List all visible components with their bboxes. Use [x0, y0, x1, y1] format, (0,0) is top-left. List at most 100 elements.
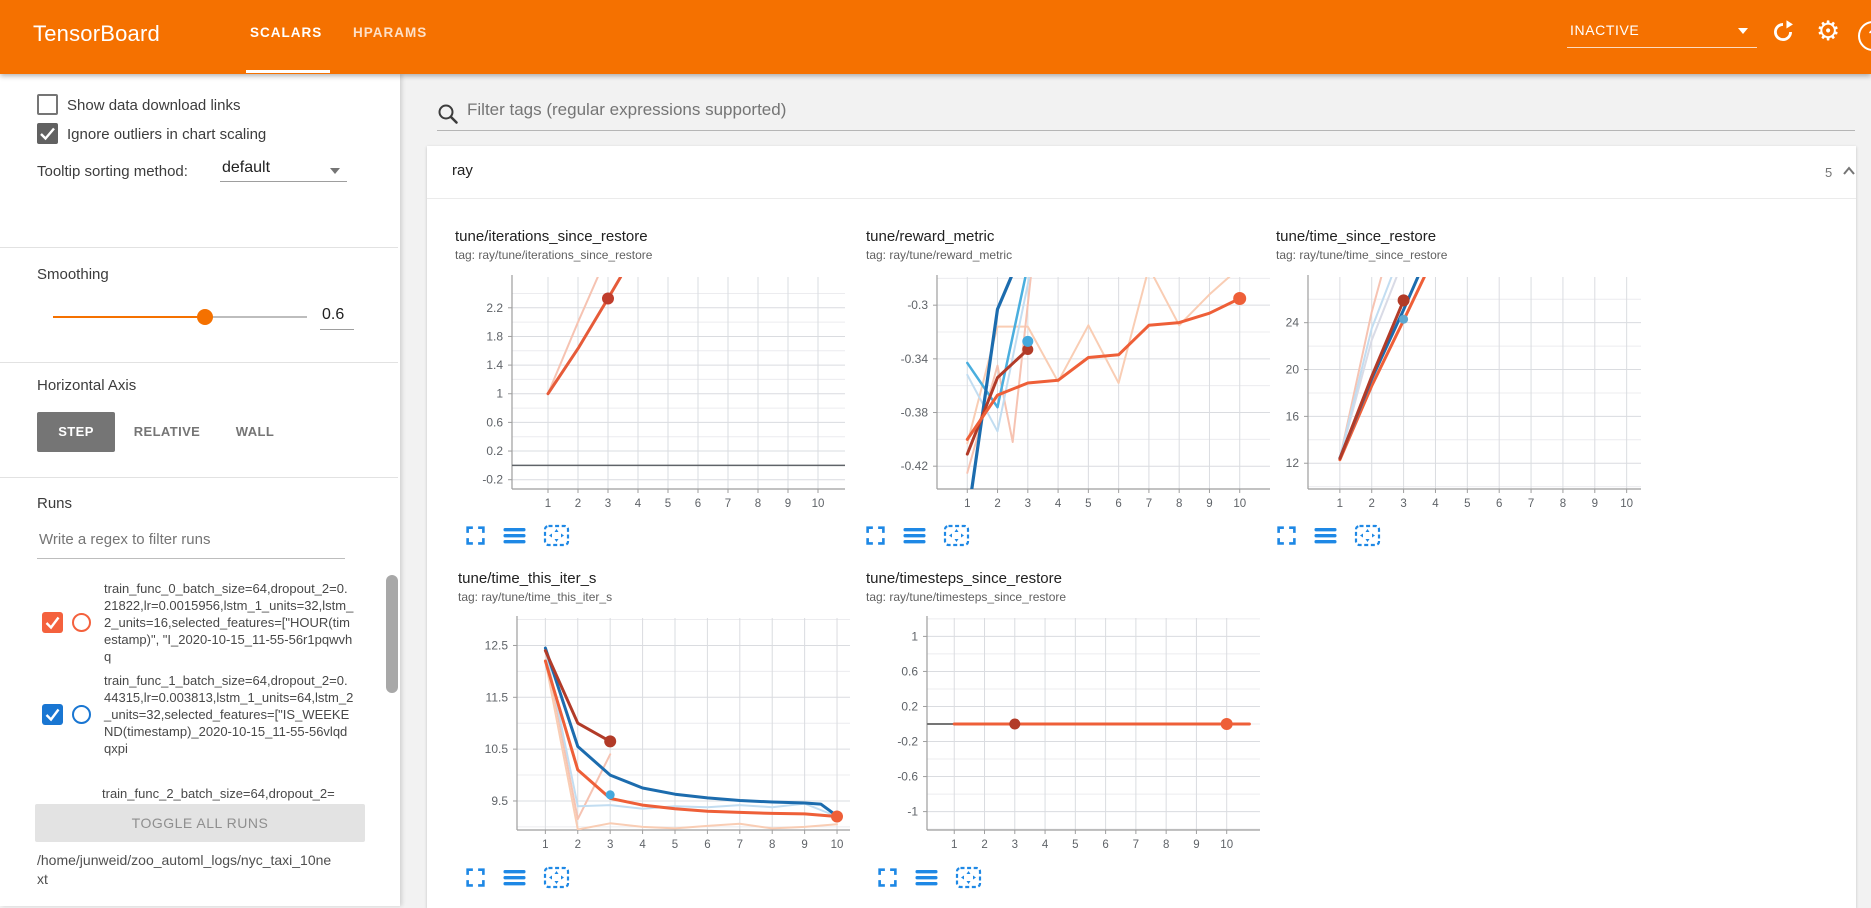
- run-selector-icon[interactable]: [902, 525, 927, 546]
- active-tab-indicator: [246, 70, 330, 73]
- run-selector-icon[interactable]: [914, 867, 939, 888]
- axis-step-button[interactable]: STEP: [37, 412, 115, 452]
- toggle-all-runs-button[interactable]: TOGGLE ALL RUNS: [35, 804, 365, 842]
- sidebar: Show data download links Ignore outliers…: [0, 74, 400, 906]
- fit-domain-icon[interactable]: [543, 524, 570, 547]
- ignore-outliers-checkbox[interactable]: [37, 123, 58, 144]
- svg-text:1: 1: [496, 387, 503, 401]
- chart-plot[interactable]: 2.2 1.8 1.4 1 0.6 0.2 -0.2 1 2 3 4 5 6 7 8 9 10: [460, 274, 852, 519]
- run-selector-icon[interactable]: [1313, 525, 1338, 546]
- smoothing-value-underline: [320, 329, 354, 330]
- fullscreen-icon[interactable]: [865, 525, 886, 546]
- smoothing-value[interactable]: 0.6: [322, 306, 345, 323]
- chevron-up-icon[interactable]: [1839, 161, 1859, 181]
- svg-text:9: 9: [785, 498, 791, 510]
- line-chart[interactable]: 2.2 1.8 1.4 1 0.6 0.2 -0.2 1 2 3 4 5 6 7 8 9 10: [460, 274, 852, 514]
- svg-text:12: 12: [1286, 456, 1300, 470]
- tag-group-title[interactable]: ray: [452, 162, 473, 179]
- svg-text:0.6: 0.6: [901, 664, 918, 678]
- svg-text:5: 5: [1085, 498, 1091, 510]
- fit-domain-icon[interactable]: [1354, 524, 1381, 547]
- chart-tag: tag: ray/tune/reward_metric: [866, 248, 1013, 262]
- smoothing-slider-thumb[interactable]: [197, 309, 213, 325]
- fullscreen-icon[interactable]: [465, 525, 486, 546]
- fullscreen-icon[interactable]: [1276, 525, 1297, 546]
- line-chart[interactable]: 12.5 11.5 10.5 9.5 1 2 3 4 5 6 7 8 9 10: [465, 615, 857, 855]
- tooltip-sorting-label: Tooltip sorting method:: [37, 163, 188, 180]
- main-area: ray 5 tune/iterations_since_restore tag: …: [400, 74, 1871, 908]
- sidebar-scrollbar[interactable]: [386, 575, 398, 693]
- run-item[interactable]: train_func_1_batch_size=64,dropout_2=0.4…: [42, 668, 357, 760]
- svg-text:1: 1: [911, 629, 918, 643]
- caret-down-icon[interactable]: [330, 168, 340, 174]
- show-download-checkbox[interactable]: [37, 94, 58, 115]
- fit-domain-icon[interactable]: [543, 866, 570, 889]
- svg-text:2: 2: [994, 498, 1000, 510]
- filter-tags-input[interactable]: [465, 99, 1469, 121]
- chart-title: tune/time_this_iter_s: [458, 570, 597, 587]
- svg-text:12.5: 12.5: [485, 638, 509, 652]
- svg-text:0.2: 0.2: [486, 444, 503, 458]
- svg-text:-0.34: -0.34: [901, 352, 929, 366]
- log-directory-path: /home/junweid/zoo_automl_logs/nyc_taxi_1…: [37, 852, 332, 887]
- axis-relative-button[interactable]: RELATIVE: [133, 424, 201, 439]
- runs-filter-underline: [37, 558, 345, 559]
- caret-down-icon[interactable]: [1738, 28, 1748, 34]
- svg-text:7: 7: [1528, 498, 1534, 510]
- chart-actions: [877, 866, 982, 889]
- svg-text:9: 9: [1206, 498, 1212, 510]
- line-chart[interactable]: -0.3 -0.34 -0.38 -0.42 1 2 3 4 5 6 7 8 9 10: [885, 274, 1277, 514]
- run-item[interactable]: train_func_2_batch_size=64,dropout_2=: [42, 782, 357, 804]
- svg-text:9.5: 9.5: [491, 794, 508, 808]
- svg-text:10: 10: [1220, 839, 1233, 851]
- run-radio[interactable]: [72, 704, 91, 724]
- run-selector-icon[interactable]: [502, 525, 527, 546]
- runs-label: Runs: [37, 495, 73, 512]
- svg-text:2: 2: [575, 498, 581, 510]
- svg-text:11.5: 11.5: [486, 690, 509, 704]
- tab-scalars[interactable]: SCALARS: [250, 25, 323, 40]
- run-item[interactable]: train_func_0_batch_size=64,dropout_2=0.2…: [42, 576, 357, 668]
- fullscreen-icon[interactable]: [465, 867, 486, 888]
- run-checkbox[interactable]: [42, 703, 63, 725]
- chart-plot[interactable]: 12.5 11.5 10.5 9.5 1 2 3 4 5 6 7 8 9 10: [465, 615, 857, 860]
- svg-text:5: 5: [665, 498, 671, 510]
- tab-hparams[interactable]: HPARAMS: [353, 25, 428, 40]
- app-header: TensorBoard SCALARS HPARAMS INACTIVE ⚙ ?: [0, 0, 1871, 74]
- svg-text:5: 5: [1072, 839, 1078, 851]
- fit-domain-icon[interactable]: [955, 866, 982, 889]
- fullscreen-icon[interactable]: [877, 867, 898, 888]
- run-selector-icon[interactable]: [502, 867, 527, 888]
- svg-text:8: 8: [1163, 839, 1169, 851]
- fit-domain-icon[interactable]: [943, 524, 970, 547]
- svg-text:6: 6: [1115, 498, 1121, 510]
- svg-text:-0.42: -0.42: [901, 459, 929, 473]
- svg-text:2: 2: [981, 839, 987, 851]
- tooltip-sorting-select[interactable]: default: [222, 159, 271, 176]
- reload-icon[interactable]: [1770, 19, 1796, 45]
- svg-text:9: 9: [1592, 498, 1598, 510]
- svg-text:10.5: 10.5: [485, 742, 509, 756]
- run-checkbox[interactable]: [42, 611, 63, 633]
- show-download-label: Show data download links: [67, 97, 241, 114]
- divider: [0, 477, 398, 478]
- line-chart[interactable]: 1 0.6 0.2 -0.2 -0.6 -1 1 2 3 4 5 6 7 8 9 10: [875, 615, 1267, 855]
- chart-plot[interactable]: 1 0.6 0.2 -0.2 -0.6 -1 1 2 3 4 5 6 7 8 9 10: [875, 615, 1267, 860]
- horizontal-axis-label: Horizontal Axis: [37, 377, 137, 394]
- chart-actions: [865, 524, 970, 547]
- search-icon: [438, 104, 458, 124]
- chart-title: tune/timesteps_since_restore: [866, 570, 1062, 587]
- svg-text:1.4: 1.4: [486, 358, 503, 372]
- chart-plot[interactable]: -0.3 -0.34 -0.38 -0.42 1 2 3 4 5 6 7 8 9 10: [885, 274, 1277, 519]
- run-radio[interactable]: [72, 612, 91, 632]
- svg-text:4: 4: [639, 839, 646, 851]
- settings-gear-icon[interactable]: ⚙: [1816, 16, 1841, 46]
- help-icon[interactable]: ?: [1858, 21, 1871, 51]
- axis-wall-button[interactable]: WALL: [235, 424, 275, 439]
- runs-filter-input[interactable]: [37, 530, 341, 549]
- status-dropdown[interactable]: INACTIVE: [1570, 22, 1640, 38]
- svg-text:4: 4: [635, 498, 642, 510]
- chart-plot[interactable]: 24 20 16 12 1 2 3 4 5 6 7 8 9 10: [1256, 274, 1648, 519]
- svg-text:6: 6: [695, 498, 701, 510]
